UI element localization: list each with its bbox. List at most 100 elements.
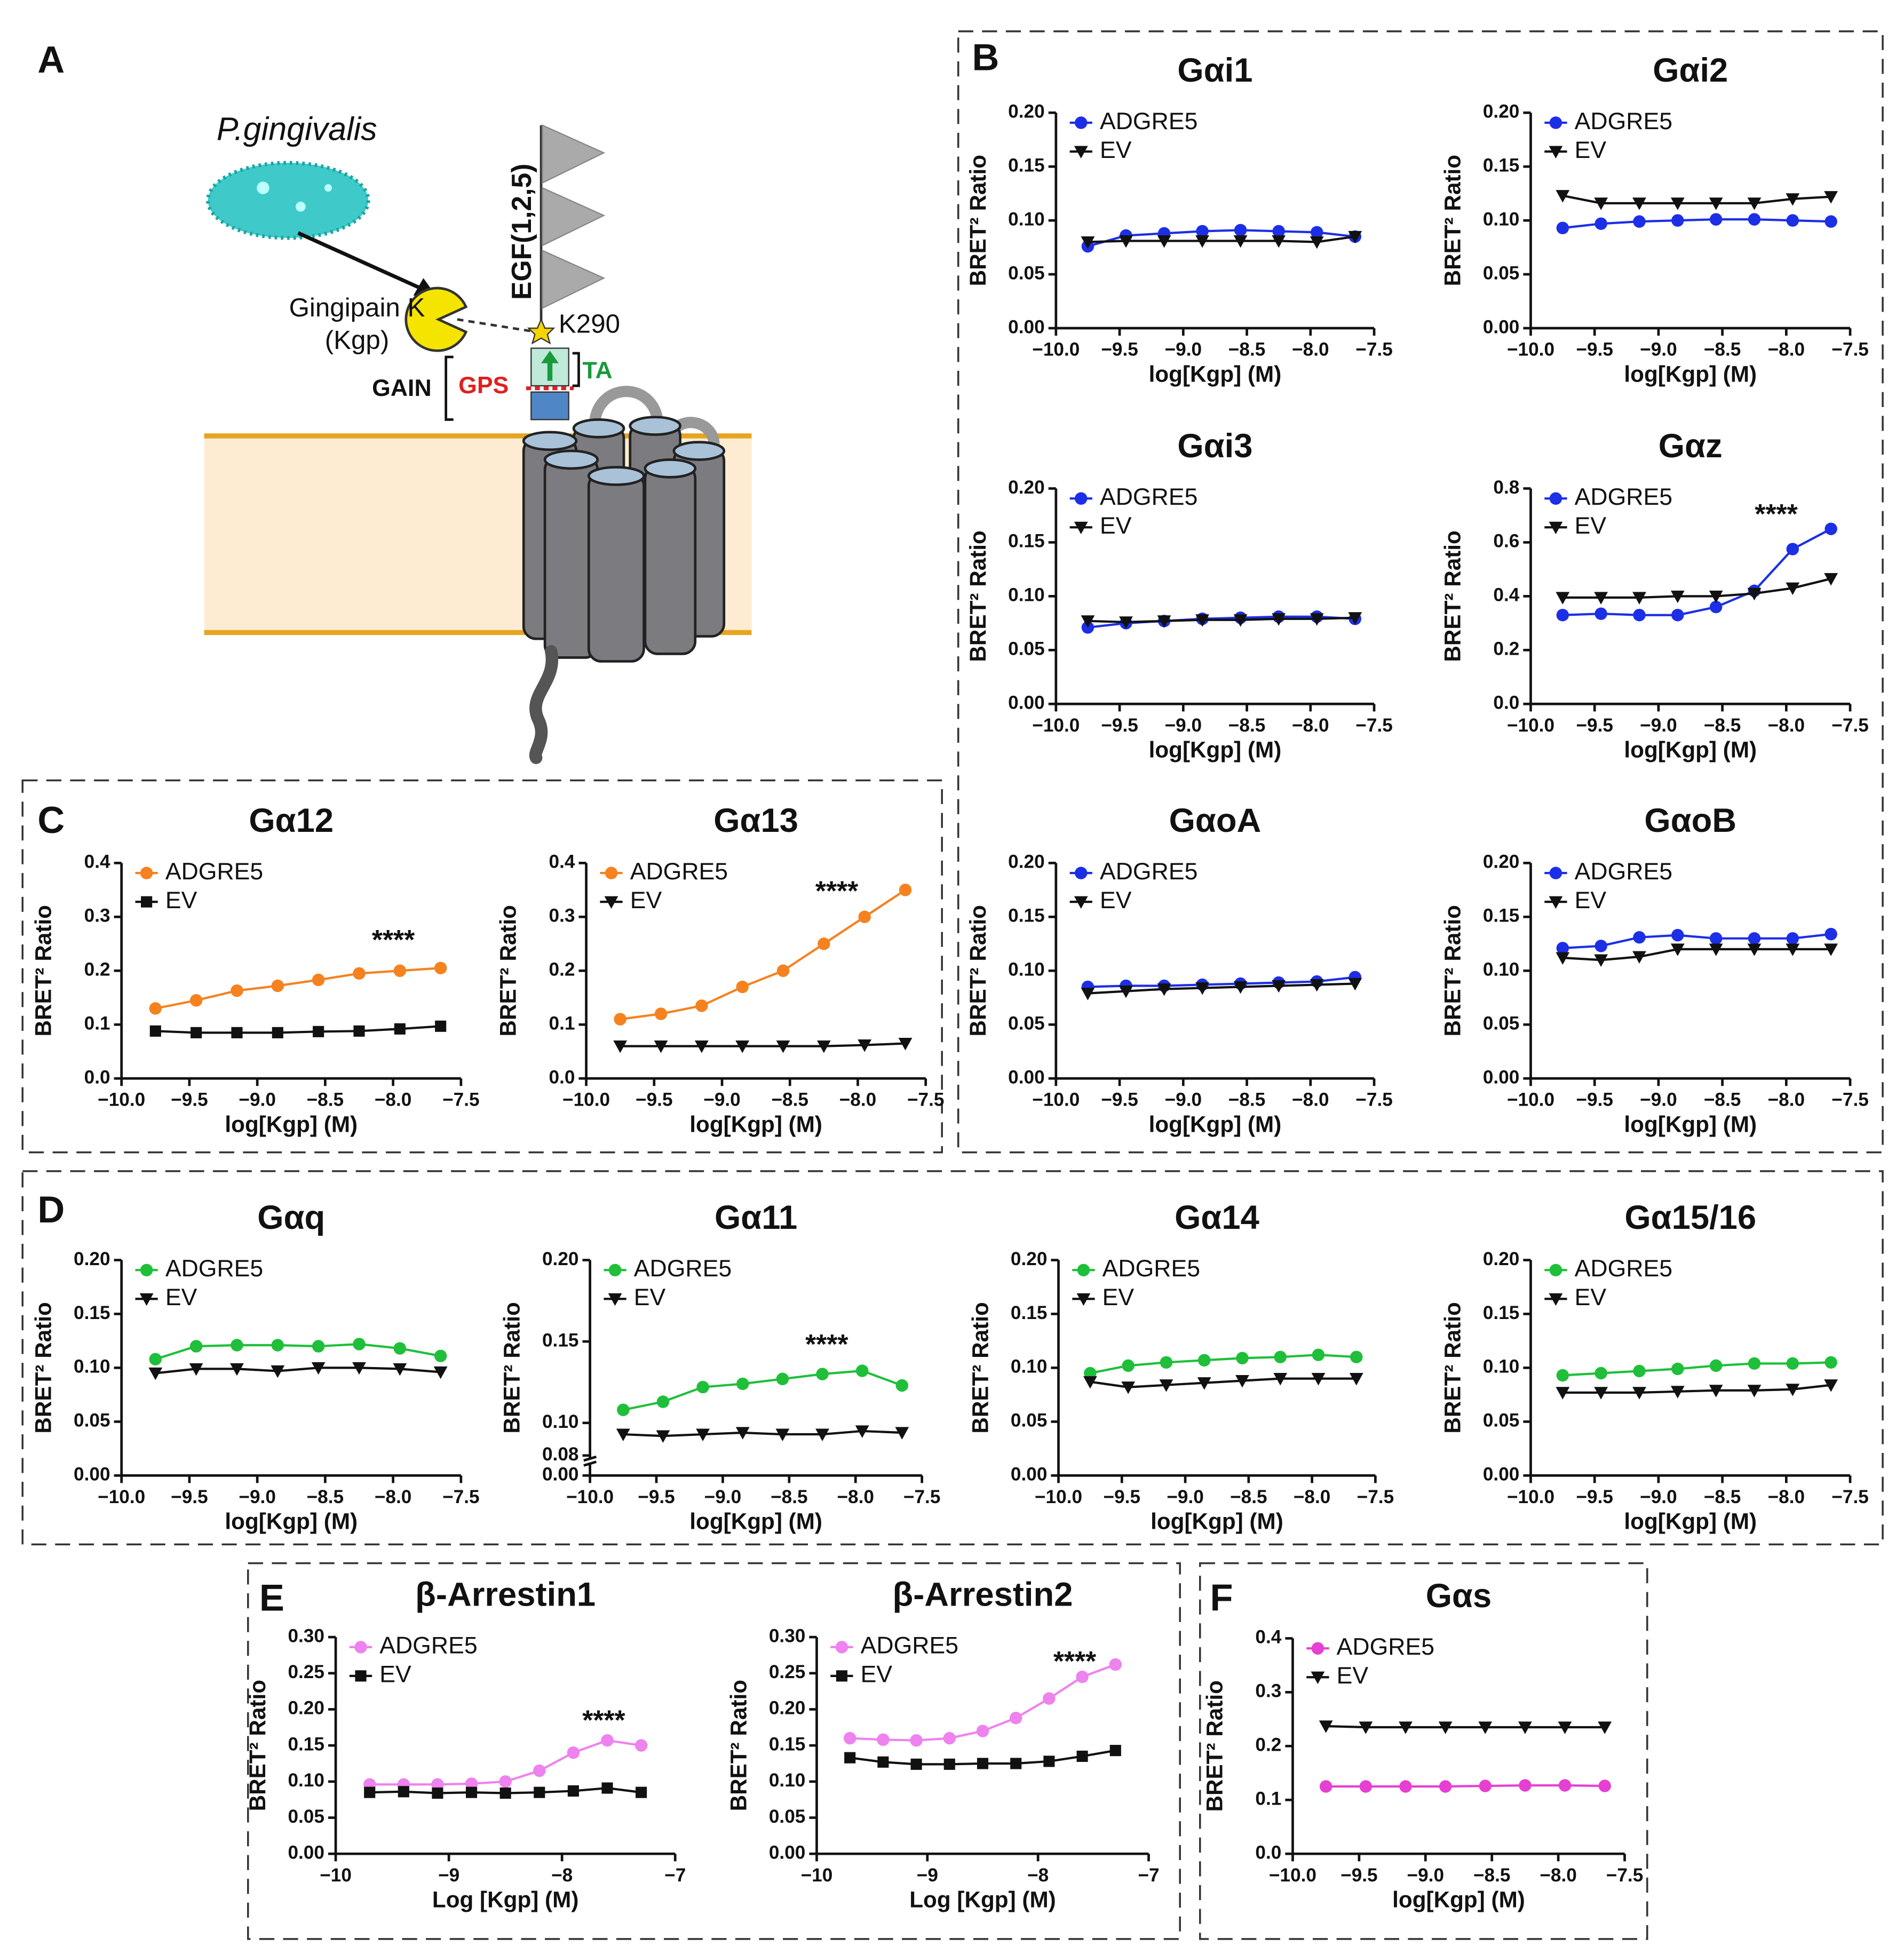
y-axis-label: BRET² Ratio xyxy=(1440,905,1465,1036)
series-line xyxy=(1090,1377,1356,1388)
panel-label: D xyxy=(37,1188,65,1230)
data-point xyxy=(1157,235,1171,248)
y-tick-label: 0.10 xyxy=(769,1770,806,1791)
x-tick-label: −9.5 xyxy=(171,1090,208,1110)
data-point xyxy=(943,1731,956,1745)
data-point xyxy=(1670,197,1685,210)
y-tick-label: 0.05 xyxy=(1008,1013,1045,1034)
legend-label: ADGRE5 xyxy=(165,1256,263,1282)
y-tick-label: 0.10 xyxy=(542,1411,579,1432)
data-point xyxy=(1235,1375,1249,1388)
legend-marker xyxy=(835,1641,848,1654)
data-point xyxy=(614,1013,626,1026)
data-point xyxy=(353,1338,366,1351)
x-tick-label: −9.0 xyxy=(239,1090,275,1110)
data-point xyxy=(1786,214,1799,227)
domain-label: EGF(1,2,5) xyxy=(506,164,537,300)
data-point xyxy=(1824,191,1838,204)
data-point xyxy=(1197,1377,1211,1390)
x-axis-label: log[Kgp] (M) xyxy=(1149,737,1282,762)
y-tick-label: 0.20 xyxy=(1008,852,1045,872)
x-tick-label: −9.0 xyxy=(1640,715,1677,736)
x-axis-label: log[Kgp] (M) xyxy=(1624,737,1757,762)
legend-label: EV xyxy=(1100,137,1132,163)
data-point xyxy=(1747,197,1762,210)
data-point xyxy=(1233,981,1248,994)
y-tick-label: 0.1 xyxy=(1255,1789,1281,1809)
annotation: **** xyxy=(1755,498,1798,529)
data-point xyxy=(695,999,708,1012)
data-point xyxy=(1319,1720,1333,1733)
data-point xyxy=(1748,1357,1761,1370)
legend-marker xyxy=(1549,116,1562,129)
y-tick-label: 0.10 xyxy=(1483,959,1520,980)
series-line xyxy=(620,889,906,1021)
series-line xyxy=(1562,528,1832,616)
x-tick-label: −9.5 xyxy=(636,1090,672,1110)
y-tick-label: 0.00 xyxy=(1483,316,1520,337)
y-tick-label: 0.15 xyxy=(1483,1302,1520,1323)
legend-marker xyxy=(355,1670,367,1682)
x-tick-label: −7.5 xyxy=(442,1090,479,1110)
y-axis-label: BRET² Ratio xyxy=(1440,1302,1465,1433)
helix-top xyxy=(522,431,578,451)
legend-marker xyxy=(1075,116,1088,129)
data-point xyxy=(1709,1385,1723,1397)
data-point xyxy=(634,1739,648,1752)
legend-label: ADGRE5 xyxy=(1575,484,1672,510)
data-point xyxy=(616,1428,630,1441)
y-tick-label: 0.25 xyxy=(288,1662,324,1682)
data-point xyxy=(1594,1387,1608,1400)
pacman xyxy=(404,287,468,352)
y-tick-label: 0.20 xyxy=(542,1249,579,1269)
x-axis-label: log[Kgp] (M) xyxy=(1151,1509,1283,1534)
data-point xyxy=(696,1380,709,1394)
gain-label: GAIN xyxy=(372,375,431,401)
annotation: **** xyxy=(1053,1646,1097,1677)
data-point xyxy=(843,1731,856,1745)
series-line xyxy=(1087,229,1355,248)
data-point xyxy=(1824,215,1837,228)
data-point xyxy=(353,967,366,980)
x-tick-label: −10.0 xyxy=(1269,1865,1316,1886)
panel-box xyxy=(247,1562,1181,1940)
legend-marker xyxy=(1311,1642,1324,1655)
y-tick-label: 0.05 xyxy=(769,1806,806,1827)
annotation: **** xyxy=(582,1704,625,1735)
helix xyxy=(587,472,645,663)
data-point xyxy=(432,1787,443,1799)
data-point xyxy=(1160,1356,1173,1369)
data-point xyxy=(1234,224,1247,237)
series-line xyxy=(1562,577,1831,599)
data-point xyxy=(815,1428,829,1441)
y-axis-label: BRET² Ratio xyxy=(965,905,990,1036)
x-axis-label: log[Kgp] (M) xyxy=(689,1509,822,1534)
y-tick-label: 0.20 xyxy=(1483,852,1520,872)
series-line xyxy=(155,1343,441,1361)
x-tick-label: −8.5 xyxy=(772,1090,808,1110)
legend-label: EV xyxy=(165,887,197,914)
gps-label: GPS xyxy=(458,372,509,399)
y-tick-label: 0.00 xyxy=(1483,1067,1520,1087)
x-tick-label: −7 xyxy=(1138,1865,1159,1886)
data-point xyxy=(1359,1721,1373,1734)
legend-label: EV xyxy=(861,1662,893,1688)
data-point xyxy=(189,994,203,1007)
series-line xyxy=(623,1429,902,1437)
data-point xyxy=(1598,1780,1611,1792)
data-point xyxy=(976,1725,989,1737)
x-tick-label: −8.5 xyxy=(1228,1090,1265,1110)
y-tick-label: 0.00 xyxy=(1483,1464,1520,1485)
chart-title: β-Arrestin1 xyxy=(415,1576,596,1614)
data-point xyxy=(1786,1384,1800,1396)
series-line xyxy=(1562,948,1831,962)
data-point xyxy=(1632,1387,1646,1400)
x-tick-label: −8.0 xyxy=(1292,1090,1329,1110)
series-line xyxy=(1088,616,1355,623)
data-point xyxy=(1010,1758,1022,1769)
x-axis-label: log[Kgp] (M) xyxy=(225,1509,358,1534)
y-tick-label: 0.05 xyxy=(1011,1410,1048,1431)
arrow xyxy=(297,231,427,292)
y-tick-label: 0.10 xyxy=(1008,585,1045,606)
x-tick-label: −9.0 xyxy=(703,1090,740,1110)
